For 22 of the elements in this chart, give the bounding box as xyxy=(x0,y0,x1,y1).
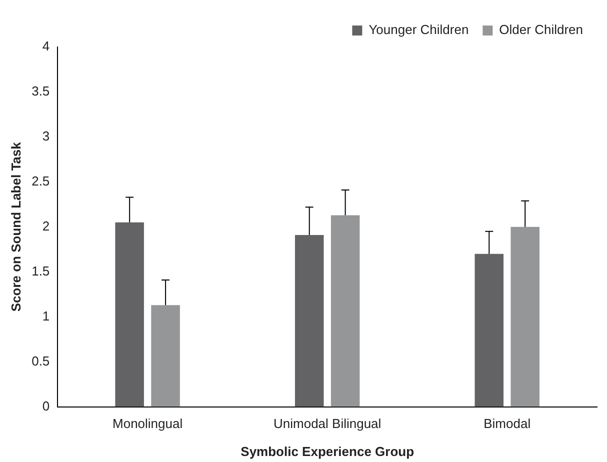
y-tick-label: 4 xyxy=(42,38,50,54)
bar xyxy=(330,215,360,407)
y-tick-label: 3 xyxy=(42,128,50,144)
y-tick-label: 1.5 xyxy=(32,263,50,278)
x-tick-label: Unimodal Bilingual xyxy=(274,416,382,432)
y-tick-label: 2.5 xyxy=(32,174,50,189)
bar xyxy=(151,305,180,407)
y-tick-label: 1 xyxy=(42,308,50,324)
bar xyxy=(474,254,504,407)
bar xyxy=(115,222,144,407)
bar xyxy=(294,234,324,407)
x-axis-title: Symbolic Experience Group xyxy=(240,444,414,459)
x-tick-label: Monolingual xyxy=(112,416,183,432)
x-tick-label: Bimodal xyxy=(484,416,531,432)
legend-label: Younger Children xyxy=(368,22,469,38)
y-tick-label: 0 xyxy=(42,398,50,414)
y-axis-title: Score on Sound Label Task xyxy=(8,141,24,312)
legend-label: Older Children xyxy=(499,22,584,38)
y-tick-label: 2 xyxy=(42,218,50,234)
y-tick-label: 3.5 xyxy=(32,84,50,99)
y-tick-label: 0.5 xyxy=(32,353,50,368)
bar xyxy=(510,226,540,407)
